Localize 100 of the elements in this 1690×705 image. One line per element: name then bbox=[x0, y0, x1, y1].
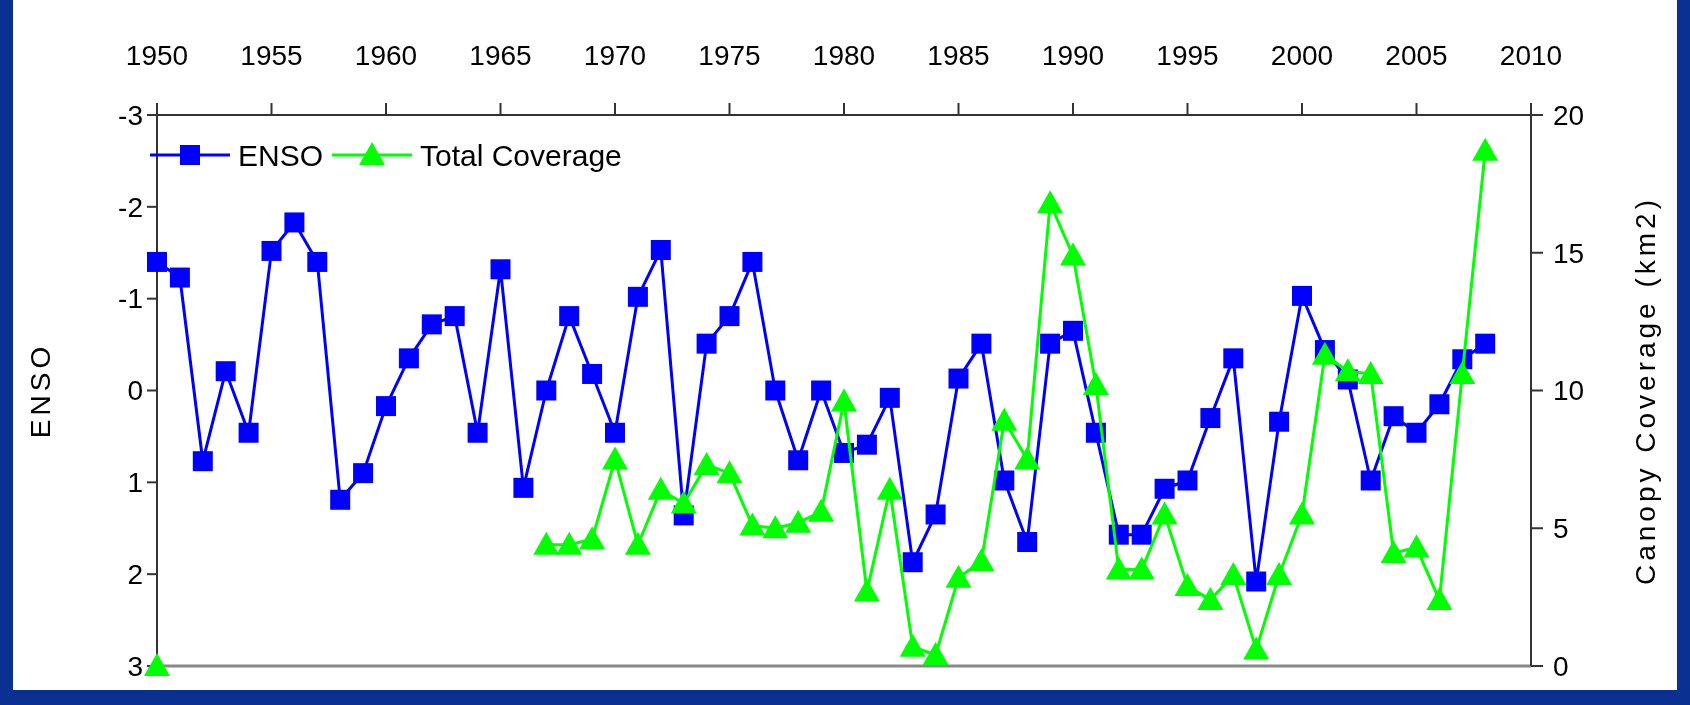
point bbox=[1380, 540, 1407, 564]
point bbox=[899, 633, 926, 657]
point bbox=[670, 490, 697, 514]
x-tick-label: 1990 bbox=[1041, 40, 1105, 71]
point bbox=[147, 251, 167, 272]
point bbox=[853, 578, 880, 602]
point bbox=[808, 498, 835, 522]
point bbox=[490, 259, 511, 280]
point bbox=[991, 407, 1018, 431]
point bbox=[788, 450, 809, 471]
point bbox=[1177, 470, 1198, 491]
point bbox=[716, 460, 743, 484]
x-tick-label: 1975 bbox=[698, 40, 761, 71]
point bbox=[602, 446, 628, 470]
point bbox=[353, 463, 374, 484]
legend-label: ENSO bbox=[238, 138, 324, 172]
point bbox=[467, 422, 488, 443]
point bbox=[994, 470, 1015, 491]
point bbox=[1037, 190, 1064, 214]
y2-tick-label: 10 bbox=[1553, 375, 1585, 407]
point bbox=[1063, 320, 1083, 341]
point bbox=[169, 267, 190, 288]
point bbox=[307, 251, 328, 272]
point bbox=[922, 641, 949, 665]
point bbox=[785, 509, 812, 533]
y2-axis-title: Canopy Coverage (km2) bbox=[1630, 195, 1661, 586]
x-tick-label: 1985 bbox=[927, 40, 990, 71]
point bbox=[1472, 137, 1499, 161]
point bbox=[144, 653, 170, 676]
point bbox=[739, 512, 766, 536]
y-tick-label: 1 bbox=[127, 467, 143, 499]
point bbox=[192, 451, 213, 472]
point bbox=[647, 476, 674, 500]
point bbox=[1060, 242, 1086, 266]
y-tick-label: -3 bbox=[118, 99, 143, 131]
point bbox=[1154, 478, 1175, 499]
point bbox=[1360, 470, 1381, 491]
y-tick-label: 2 bbox=[127, 558, 143, 590]
point bbox=[1040, 333, 1061, 354]
point bbox=[536, 380, 557, 401]
x-tick-label: 1970 bbox=[583, 40, 647, 71]
point bbox=[1220, 562, 1247, 586]
point bbox=[376, 396, 396, 417]
point bbox=[238, 422, 259, 443]
y2-tick-label: 20 bbox=[1553, 99, 1585, 131]
point bbox=[1292, 285, 1312, 306]
point bbox=[582, 363, 603, 384]
point bbox=[1426, 586, 1453, 610]
point bbox=[1014, 446, 1041, 470]
point bbox=[1383, 406, 1404, 427]
point bbox=[765, 380, 786, 401]
point bbox=[605, 422, 625, 443]
point bbox=[1269, 411, 1290, 432]
point bbox=[284, 212, 305, 233]
x-tick-label: 1995 bbox=[1156, 40, 1219, 71]
point bbox=[215, 361, 236, 382]
point bbox=[1429, 394, 1450, 415]
point bbox=[925, 504, 946, 525]
point bbox=[650, 240, 671, 260]
point bbox=[579, 526, 606, 550]
point bbox=[1200, 408, 1221, 429]
y-tick-label: 0 bbox=[127, 375, 143, 407]
point bbox=[1174, 573, 1201, 597]
point bbox=[1128, 556, 1155, 580]
point bbox=[513, 477, 534, 498]
point bbox=[1197, 586, 1224, 610]
y2-tick-label: 0 bbox=[1553, 650, 1569, 682]
point bbox=[1403, 534, 1430, 558]
point bbox=[624, 531, 651, 555]
x-tick-label: 2005 bbox=[1385, 40, 1448, 71]
point bbox=[971, 333, 992, 354]
point bbox=[719, 306, 740, 327]
y-tick-label: -1 bbox=[118, 283, 143, 315]
point bbox=[1334, 358, 1361, 382]
point bbox=[831, 388, 857, 412]
point bbox=[902, 552, 923, 573]
point bbox=[398, 348, 419, 369]
point bbox=[1017, 532, 1038, 553]
point bbox=[1406, 422, 1427, 443]
point bbox=[1266, 562, 1293, 586]
x-tick-label: 1955 bbox=[240, 40, 303, 71]
point bbox=[696, 333, 717, 354]
point bbox=[1289, 501, 1315, 525]
point bbox=[1357, 360, 1384, 384]
y2-tick-label: 15 bbox=[1553, 237, 1585, 269]
point bbox=[421, 314, 442, 335]
point bbox=[876, 476, 903, 500]
point bbox=[1475, 333, 1496, 354]
y-tick-label: 3 bbox=[127, 650, 143, 682]
x-tick-label: 1980 bbox=[812, 40, 876, 71]
point bbox=[1131, 524, 1152, 545]
x-tick-label: 1965 bbox=[469, 40, 532, 71]
point bbox=[1223, 348, 1244, 369]
point bbox=[559, 306, 580, 327]
point bbox=[762, 515, 789, 539]
point bbox=[856, 434, 877, 455]
y2-tick-label: 5 bbox=[1553, 513, 1569, 545]
x-tick-label: 1960 bbox=[354, 40, 418, 71]
x-tick-label: 1950 bbox=[125, 40, 189, 71]
legend-label: Total Coverage bbox=[420, 138, 622, 172]
